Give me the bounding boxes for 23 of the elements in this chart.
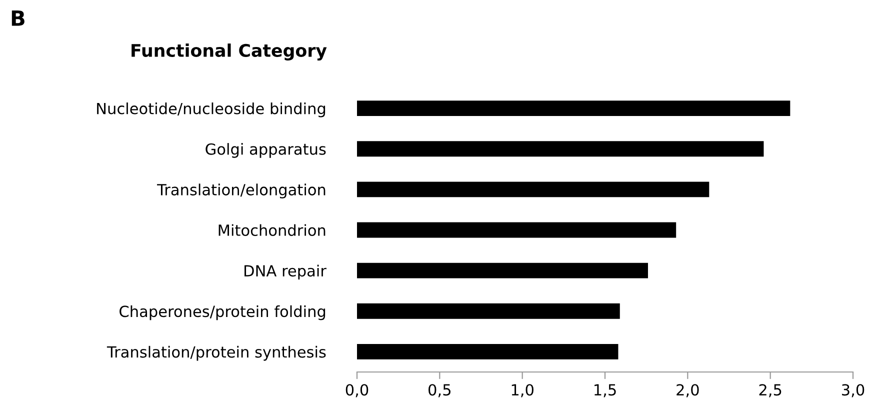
y-tick-label: Mitochondrion (218, 224, 326, 236)
bar (357, 100, 790, 116)
x-tick-label: 1,5 (594, 384, 616, 398)
bar (357, 141, 764, 157)
x-tick-label: 2,0 (676, 384, 699, 398)
x-tick-label: 0,5 (428, 384, 450, 398)
bar (357, 222, 676, 238)
x-tick-label: 3,0 (842, 384, 864, 398)
chart-title: Functional Category (132, 44, 327, 60)
text: B (12, 10, 24, 26)
bar (357, 303, 620, 319)
y-tick-label: DNA repair (244, 264, 326, 280)
bar (357, 262, 648, 278)
y-tick-label: Nucleotide/nucleoside binding (97, 102, 326, 118)
bar (357, 344, 618, 360)
y-tick-label: Golgi apparatus (206, 143, 326, 158)
x-tick-label: 2,5 (759, 384, 782, 398)
y-tick-label: Translation/protein synthesis (106, 346, 326, 361)
y-tick-label: Translation/elongation (157, 184, 326, 198)
x-tick-label: 1,0 (512, 384, 534, 398)
bar (357, 182, 710, 198)
y-tick-label: Chaperones/protein folding (120, 305, 326, 320)
x-tick-label: 0,0 (346, 384, 368, 398)
